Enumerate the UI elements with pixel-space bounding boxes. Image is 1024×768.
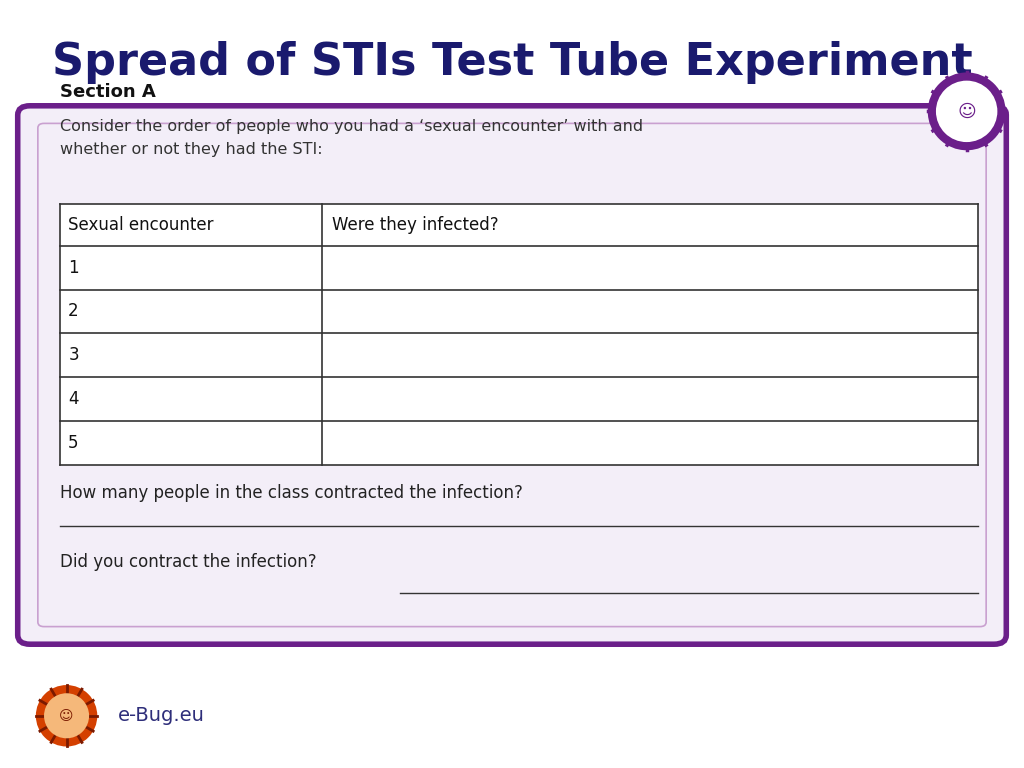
Ellipse shape (36, 685, 97, 746)
Text: Consider the order of people who you had a ‘sexual encounter’ with and
whether o: Consider the order of people who you had… (60, 119, 643, 157)
Ellipse shape (928, 72, 1006, 151)
Text: e-Bug.eu: e-Bug.eu (118, 707, 205, 725)
Text: Spread of STIs Test Tube Experiment: Spread of STIs Test Tube Experiment (51, 41, 973, 84)
FancyBboxPatch shape (38, 124, 986, 627)
Text: Sexual encounter: Sexual encounter (69, 216, 214, 233)
Text: How many people in the class contracted the infection?: How many people in the class contracted … (60, 484, 523, 502)
Text: ☺: ☺ (59, 709, 74, 723)
Text: 3: 3 (69, 346, 79, 364)
Text: 4: 4 (69, 390, 79, 408)
Text: 2: 2 (69, 303, 79, 320)
Text: ☺: ☺ (957, 102, 976, 121)
FancyBboxPatch shape (17, 106, 1007, 644)
Text: Did you contract the infection?: Did you contract the infection? (60, 553, 316, 571)
FancyBboxPatch shape (60, 204, 978, 465)
Ellipse shape (44, 694, 89, 738)
Text: Section A: Section A (60, 83, 156, 101)
Text: 5: 5 (69, 434, 79, 452)
Text: 1: 1 (69, 259, 79, 276)
Ellipse shape (936, 81, 997, 142)
Text: Were they infected?: Were they infected? (332, 216, 499, 233)
